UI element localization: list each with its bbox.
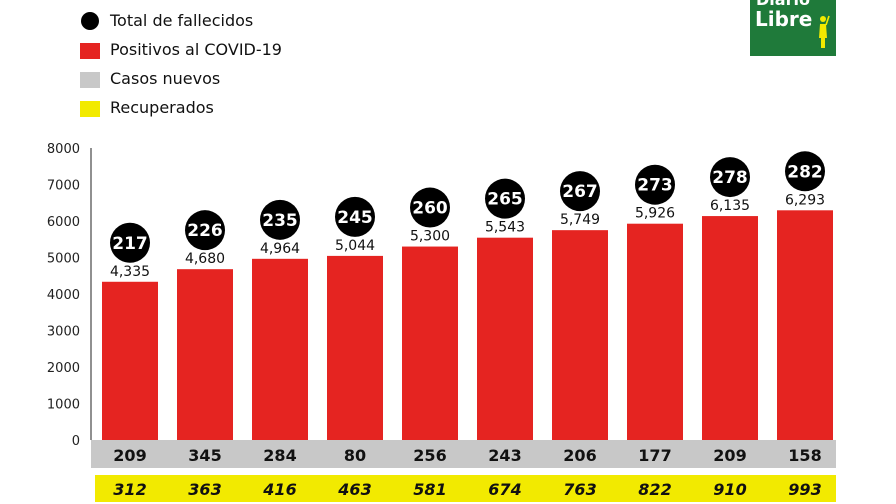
recovered-value-label: 910 [713, 480, 746, 499]
diario-libre-logo: Diario Libre [750, 0, 836, 56]
death-value-label: 273 [637, 176, 673, 196]
bar-value-label: 5,543 [485, 220, 525, 236]
death-marker [785, 151, 825, 192]
new-cases-value-label: 206 [563, 446, 596, 465]
bar-value-label: 5,300 [410, 229, 450, 245]
recovered-value-label: 463 [337, 480, 371, 499]
death-value-label: 245 [337, 208, 373, 228]
recovered-band [95, 475, 836, 502]
new-cases-value-label: 209 [713, 446, 746, 465]
recovered-value-label: 822 [638, 480, 671, 499]
bar-value-label: 6,135 [710, 198, 750, 214]
legend-item-new-cases: Casos nuevos [80, 66, 340, 95]
positive-bar [627, 223, 683, 440]
death-value-label: 226 [187, 221, 223, 241]
death-marker [335, 196, 375, 237]
positive-bar [402, 246, 458, 440]
bar-value-label: 4,335 [110, 264, 150, 280]
recovered-value-label: 363 [188, 480, 221, 499]
death-marker [260, 199, 300, 240]
recovered-value-label: 581 [413, 480, 446, 499]
legend-swatch-positives [80, 43, 100, 59]
death-marker [635, 164, 675, 205]
positive-bar [477, 237, 533, 440]
positive-bar [777, 210, 833, 440]
bar-value-label: 5,926 [635, 206, 675, 222]
death-marker [560, 171, 600, 212]
death-value-label: 282 [787, 162, 823, 182]
y-tick-label: 1000 [47, 398, 80, 413]
legend-swatch-recovered [80, 101, 100, 117]
y-tick-label: 0 [72, 434, 80, 449]
bar-value-label: 5,749 [560, 212, 600, 228]
legend-label-recovered: Recuperados [110, 98, 214, 117]
y-tick-label: 3000 [47, 325, 80, 340]
legend-swatch-deaths [81, 12, 99, 30]
new-cases-value-label: 243 [488, 446, 521, 465]
positive-bar [177, 269, 233, 440]
death-marker [710, 157, 750, 198]
legend-item-deaths: Total de fallecidos [80, 8, 340, 37]
new-cases-value-label: 256 [413, 446, 446, 465]
death-value-label: 267 [562, 182, 598, 202]
legend-label-deaths: Total de fallecidos [110, 11, 254, 30]
new-cases-band [91, 440, 836, 468]
y-tick-label: 2000 [47, 361, 80, 376]
legend-item-positives: Positivos al COVID-19 [80, 37, 340, 66]
death-value-label: 265 [487, 190, 523, 210]
recovered-value-label: 312 [113, 480, 146, 499]
new-cases-value-label: 345 [188, 446, 221, 465]
death-value-label: 217 [112, 234, 148, 254]
death-marker [410, 187, 450, 228]
legend-item-recovered: Recuperados [80, 95, 340, 124]
new-cases-value-label: 80 [344, 446, 366, 465]
recovered-value-label: 763 [563, 480, 596, 499]
positive-bar [702, 216, 758, 440]
death-value-label: 260 [412, 199, 448, 219]
legend: Total de fallecidos Positivos al COVID-1… [80, 8, 340, 124]
new-cases-value-label: 177 [638, 446, 671, 465]
logo-text-diario: Diario [756, 0, 810, 9]
new-cases-value-label: 284 [263, 446, 296, 465]
bar-value-label: 6,293 [785, 192, 825, 208]
y-tick-label: 7000 [47, 179, 80, 194]
logo-figure-icon [819, 15, 830, 48]
legend-swatch-new-cases [80, 72, 100, 88]
recovered-value-label: 993 [788, 480, 821, 499]
positive-bar [327, 255, 383, 440]
positive-bar [552, 230, 608, 440]
positive-bar [102, 281, 158, 440]
death-marker [485, 178, 525, 219]
y-tick-label: 8000 [47, 142, 80, 157]
recovered-value-label: 674 [488, 480, 521, 499]
new-cases-value-label: 209 [113, 446, 146, 465]
bar-value-label: 4,964 [260, 241, 300, 257]
legend-label-positives: Positivos al COVID-19 [110, 40, 282, 59]
logo-text-libre: Libre [755, 7, 813, 31]
bar-value-label: 4,680 [185, 251, 225, 267]
new-cases-value-label: 158 [788, 446, 821, 465]
death-marker [185, 210, 225, 251]
bar-value-label: 5,044 [335, 238, 375, 254]
y-tick-label: 5000 [47, 252, 80, 267]
legend-label-new-cases: Casos nuevos [110, 69, 221, 88]
recovered-value-label: 416 [262, 480, 296, 499]
death-marker [110, 222, 150, 263]
death-value-label: 278 [712, 168, 748, 188]
y-tick-label: 6000 [47, 215, 80, 230]
positive-bar [252, 258, 308, 440]
death-value-label: 235 [262, 211, 298, 231]
y-tick-label: 4000 [47, 288, 80, 303]
